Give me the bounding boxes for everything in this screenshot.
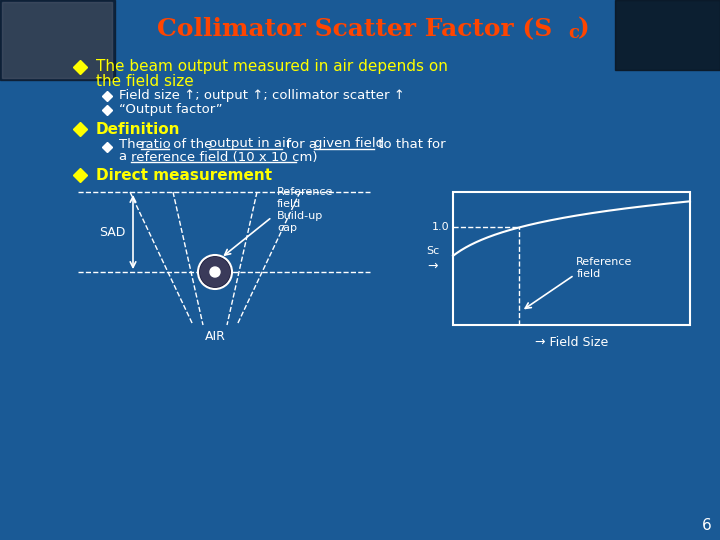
Text: field: field	[577, 269, 600, 279]
Text: Reference: Reference	[577, 257, 633, 267]
Text: output in air: output in air	[209, 138, 292, 151]
Circle shape	[201, 258, 230, 286]
Text: given field: given field	[314, 138, 384, 151]
Text: cap: cap	[277, 223, 297, 233]
Text: 1.0: 1.0	[431, 222, 449, 232]
Bar	[453, 192, 690, 325]
Text: to that for: to that for	[374, 138, 446, 151]
Bar	[0, 0, 115, 80]
Text: → Field Size: → Field Size	[535, 335, 608, 348]
Text: Direct measurement: Direct measurement	[96, 167, 272, 183]
Text: 6: 6	[702, 518, 712, 533]
Text: of the: of the	[169, 138, 217, 151]
Text: SAD: SAD	[99, 226, 125, 239]
Bar	[2, 2, 112, 78]
Text: a: a	[119, 151, 131, 164]
Circle shape	[210, 267, 220, 277]
Text: for a: for a	[282, 138, 321, 151]
Bar	[615, 0, 720, 70]
Text: ): )	[578, 16, 590, 40]
Text: AIR: AIR	[204, 330, 225, 343]
Text: ratio: ratio	[141, 138, 172, 151]
Text: →: →	[428, 260, 438, 273]
Text: Build-up: Build-up	[277, 211, 323, 221]
Text: “Output factor”: “Output factor”	[119, 104, 222, 117]
Text: field: field	[277, 199, 301, 209]
Text: Field size ↑; output ↑; collimator scatter ↑: Field size ↑; output ↑; collimator scatt…	[119, 90, 405, 103]
Text: reference field (10 x 10 cm): reference field (10 x 10 cm)	[131, 151, 318, 164]
Text: Sc: Sc	[426, 246, 440, 256]
Text: Definition: Definition	[96, 122, 181, 137]
Text: Reference: Reference	[277, 187, 333, 197]
Text: The beam output measured in air depends on: The beam output measured in air depends …	[96, 59, 448, 75]
Text: The: The	[119, 138, 148, 151]
Text: the field size: the field size	[96, 73, 194, 89]
Text: Collimator Scatter Factor (S: Collimator Scatter Factor (S	[158, 16, 553, 40]
Circle shape	[198, 255, 232, 289]
Text: c: c	[568, 24, 579, 42]
